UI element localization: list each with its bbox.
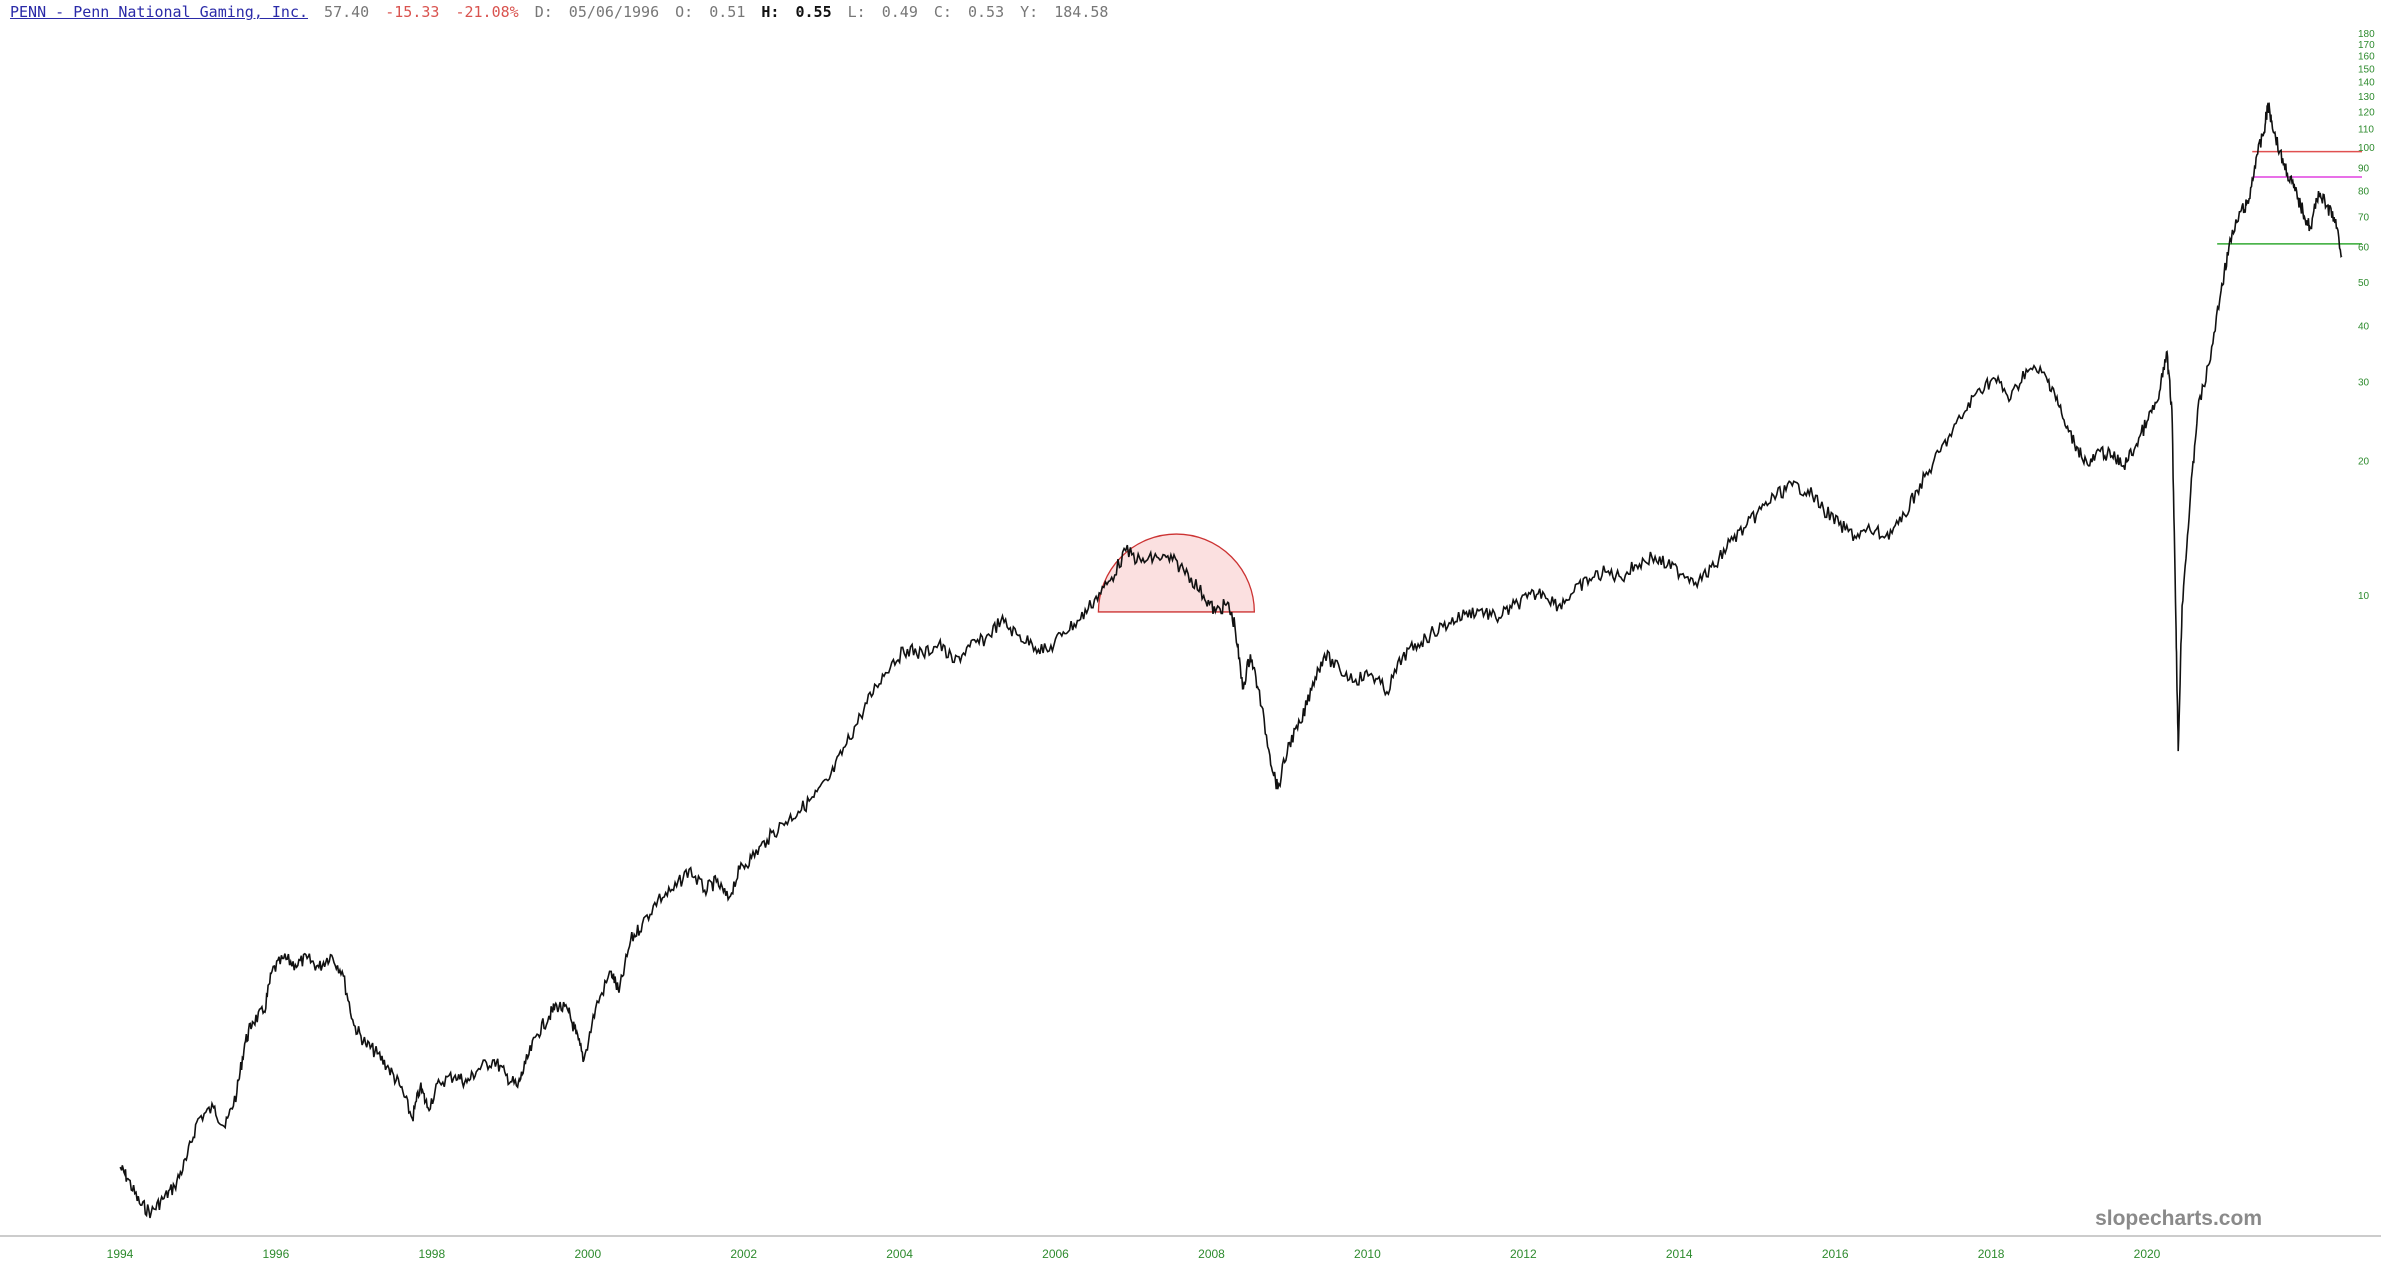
price-change: -15.33 bbox=[385, 3, 440, 21]
low-value: 0.49 bbox=[881, 3, 918, 21]
x-tick-label: 2008 bbox=[1198, 1247, 1225, 1261]
x-tick-label: 2012 bbox=[1510, 1247, 1537, 1261]
y-tick-label: 40 bbox=[2358, 322, 2370, 333]
open-value: 0.51 bbox=[709, 3, 746, 21]
ticker-link[interactable]: PENN - Penn National Gaming, Inc. bbox=[10, 3, 309, 21]
x-tick-label: 2002 bbox=[730, 1247, 757, 1261]
date-value: 05/06/1996 bbox=[568, 3, 660, 21]
y-tick-label: 100 bbox=[2358, 143, 2375, 154]
y-tick-label: 130 bbox=[2358, 92, 2375, 103]
y-tick-label: 170 bbox=[2358, 40, 2375, 51]
price-change-percent: -21.08% bbox=[455, 3, 519, 21]
y-tick-label: 50 bbox=[2358, 278, 2370, 289]
y-tick-label: 110 bbox=[2358, 125, 2374, 136]
x-tick-label: 2018 bbox=[1978, 1247, 2005, 1261]
x-tick-label: 1994 bbox=[107, 1247, 134, 1261]
chart-annotations bbox=[1097, 150, 2362, 613]
y-tick-label: 20 bbox=[2358, 456, 2370, 467]
last-price: 57.40 bbox=[324, 3, 370, 21]
y-tick-label: 10 bbox=[2358, 591, 2370, 602]
x-tick-label: 2020 bbox=[2134, 1247, 2161, 1261]
x-tick-label: 2016 bbox=[1822, 1247, 1849, 1261]
quote-header: PENN - Penn National Gaming, Inc. 57.40 … bbox=[10, 3, 1115, 21]
y-value: 184.58 bbox=[1054, 3, 1109, 21]
y-label: Y: bbox=[1020, 3, 1039, 21]
x-tick-label: 2014 bbox=[1666, 1247, 1693, 1261]
y-tick-label: 90 bbox=[2358, 164, 2370, 175]
x-tick-label: 2006 bbox=[1042, 1247, 1069, 1261]
y-tick-label: 30 bbox=[2358, 378, 2370, 389]
x-tick-label: 2010 bbox=[1354, 1247, 1381, 1261]
y-tick-label: 60 bbox=[2358, 243, 2370, 254]
y-tick-label: 180 bbox=[2358, 29, 2375, 40]
y-tick-label: 80 bbox=[2358, 187, 2370, 198]
y-tick-label: 70 bbox=[2358, 213, 2370, 224]
y-axis: 1020304050607080901001101201301401501601… bbox=[2358, 29, 2375, 602]
close-label: C: bbox=[933, 3, 952, 21]
high-value: 0.55 bbox=[795, 3, 832, 21]
y-tick-label: 160 bbox=[2358, 52, 2375, 63]
semicircle-annotation bbox=[1097, 533, 1255, 613]
x-tick-label: 2004 bbox=[886, 1247, 913, 1261]
x-tick-label: 2000 bbox=[574, 1247, 601, 1261]
x-tick-label: 1996 bbox=[263, 1247, 290, 1261]
y-tick-label: 150 bbox=[2358, 64, 2375, 75]
y-tick-label: 120 bbox=[2358, 108, 2375, 119]
close-value: 0.53 bbox=[967, 3, 1005, 21]
date-label: D: bbox=[534, 3, 553, 21]
open-label: O: bbox=[675, 3, 694, 21]
high-label: H: bbox=[761, 3, 780, 21]
y-tick-label: 140 bbox=[2358, 78, 2375, 89]
x-tick-label: 1998 bbox=[418, 1247, 445, 1261]
low-label: L: bbox=[847, 3, 866, 21]
price-series-line bbox=[119, 102, 2343, 1219]
x-axis: 1994 1996 1998 2000 2002 2004 2006 2008 2010 2012… bbox=[107, 1247, 2161, 1261]
watermark: slopecharts.com bbox=[2095, 1207, 2262, 1230]
